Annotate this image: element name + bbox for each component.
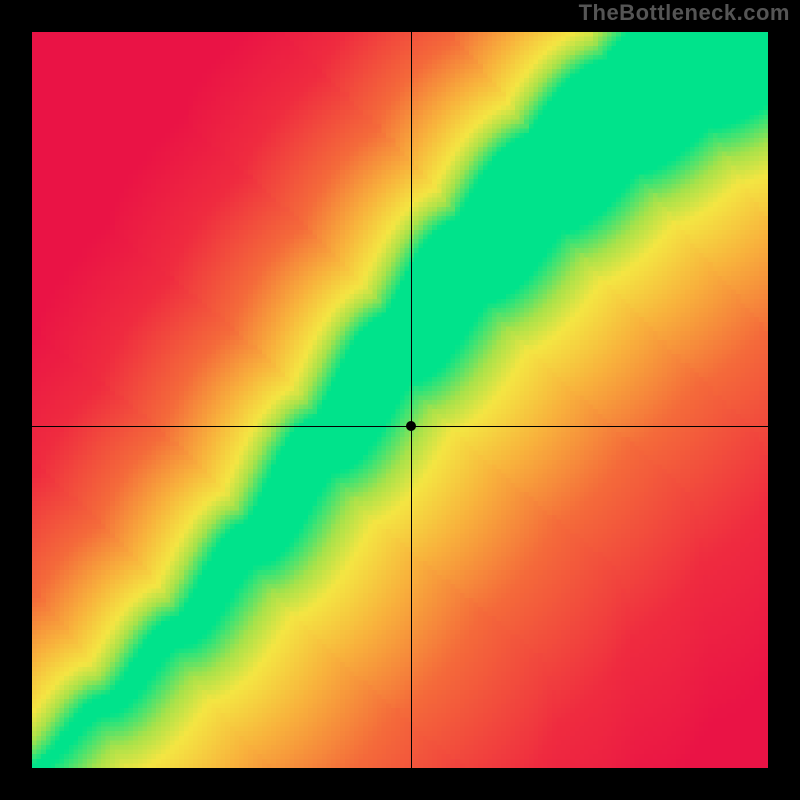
chart-frame: TheBottleneck.com (0, 0, 800, 800)
crosshair-marker-dot (406, 421, 416, 431)
bottleneck-heatmap (32, 32, 768, 768)
crosshair-vertical (411, 32, 412, 768)
watermark-text: TheBottleneck.com (579, 0, 790, 26)
heatmap-canvas (32, 32, 768, 768)
crosshair-horizontal (32, 426, 768, 427)
